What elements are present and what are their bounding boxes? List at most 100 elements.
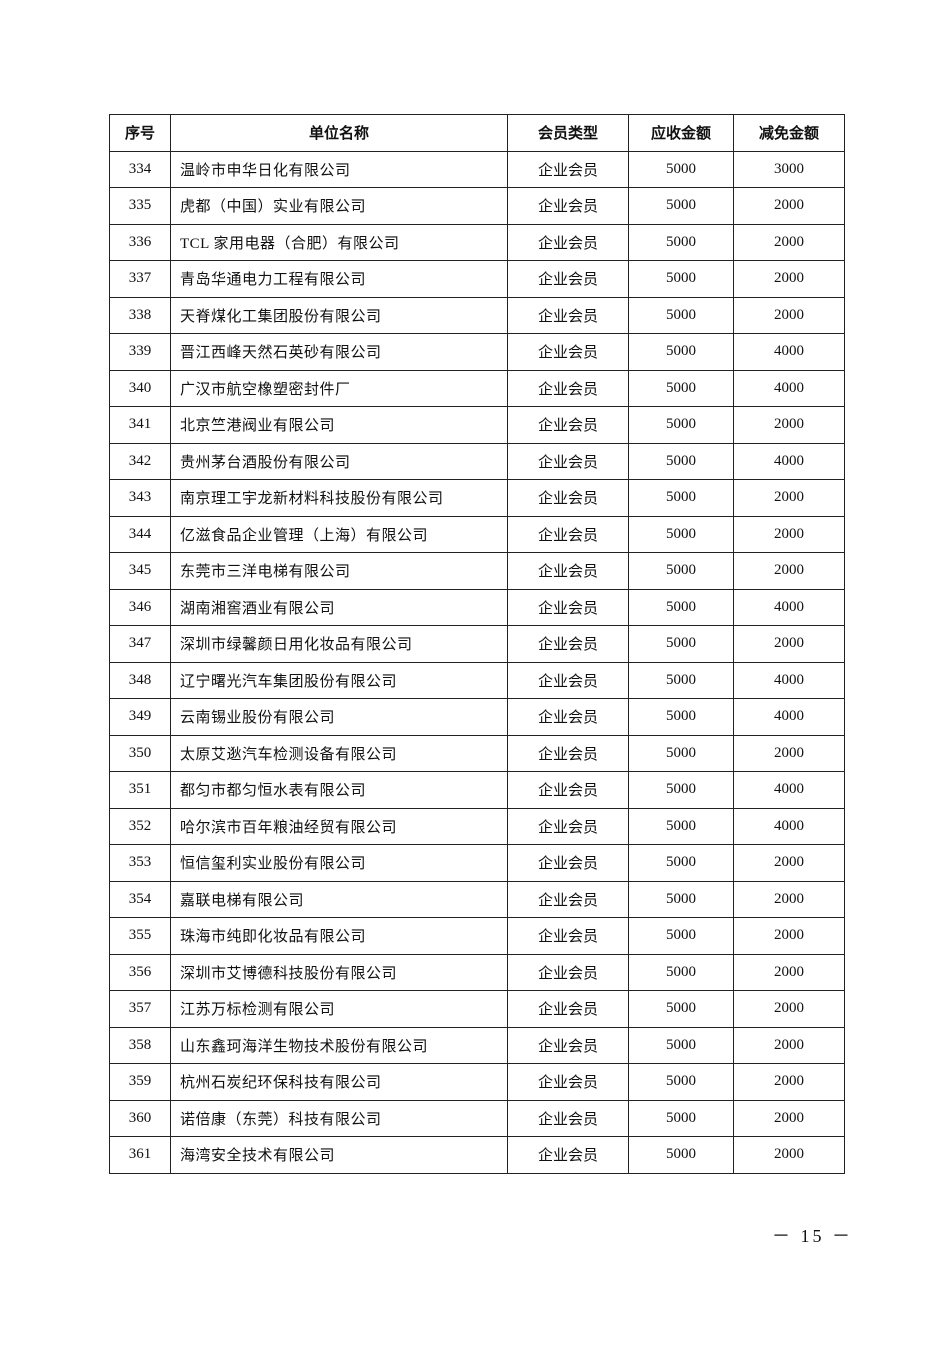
amount-waived-cell: 2000 xyxy=(733,880,845,918)
member-type-cell: 企业会员 xyxy=(507,187,629,225)
unit-name-cell: 南京理工宇龙新材料科技股份有限公司 xyxy=(170,479,508,517)
amount-waived-cell: 2000 xyxy=(733,844,845,882)
amount-waived-cell: 2000 xyxy=(733,223,845,261)
seq-cell: 337 xyxy=(109,260,171,298)
table-row: 335 虎都（中国）实业有限公司 企业会员 5000 2000 xyxy=(109,187,845,225)
amount-waived-cell: 4000 xyxy=(733,698,845,736)
amount-due-cell: 5000 xyxy=(628,1099,734,1137)
member-type-cell: 企业会员 xyxy=(507,479,629,517)
seq-cell: 352 xyxy=(109,807,171,845)
unit-name-cell: 海湾安全技术有限公司 xyxy=(170,1136,508,1174)
amount-waived-cell: 2000 xyxy=(733,1026,845,1064)
table-row: 341 北京竺港阀业有限公司 企业会员 5000 2000 xyxy=(109,406,845,444)
seq-cell: 343 xyxy=(109,479,171,517)
member-type-cell: 企业会员 xyxy=(507,150,629,188)
table-row: 361 海湾安全技术有限公司 企业会员 5000 2000 xyxy=(109,1136,845,1174)
amount-due-cell: 5000 xyxy=(628,880,734,918)
member-type-cell: 企业会员 xyxy=(507,1026,629,1064)
seq-cell: 346 xyxy=(109,588,171,626)
unit-name-cell: 深圳市绿馨颜日用化妆品有限公司 xyxy=(170,625,508,663)
amount-waived-cell: 2000 xyxy=(733,552,845,590)
table-row: 353 恒信玺利实业股份有限公司 企业会员 5000 2000 xyxy=(109,844,845,882)
table-row: 349 云南锡业股份有限公司 企业会员 5000 4000 xyxy=(109,698,845,736)
table-row: 339 晋江西峰天然石英砂有限公司 企业会员 5000 4000 xyxy=(109,333,845,371)
member-type-cell: 企业会员 xyxy=(507,442,629,480)
member-type-cell: 企业会员 xyxy=(507,917,629,955)
member-type-cell: 企业会员 xyxy=(507,771,629,809)
unit-name-cell: 云南锡业股份有限公司 xyxy=(170,698,508,736)
member-type-cell: 企业会员 xyxy=(507,953,629,991)
seq-cell: 361 xyxy=(109,1136,171,1174)
table-row: 354 嘉联电梯有限公司 企业会员 5000 2000 xyxy=(109,880,845,918)
table-row: 351 都匀市都匀恒水表有限公司 企业会员 5000 4000 xyxy=(109,771,845,809)
seq-cell: 334 xyxy=(109,150,171,188)
amount-due-cell: 5000 xyxy=(628,625,734,663)
header-amount-due: 应收金额 xyxy=(628,114,734,152)
table-header-row: 序号 单位名称 会员类型 应收金额 减免金额 xyxy=(109,114,845,152)
member-type-cell: 企业会员 xyxy=(507,515,629,553)
header-amount-waived: 减免金额 xyxy=(733,114,845,152)
member-type-cell: 企业会员 xyxy=(507,223,629,261)
seq-cell: 353 xyxy=(109,844,171,882)
unit-name-cell: 东莞市三洋电梯有限公司 xyxy=(170,552,508,590)
amount-due-cell: 5000 xyxy=(628,150,734,188)
amount-waived-cell: 2000 xyxy=(733,296,845,334)
table-row: 337 青岛华通电力工程有限公司 企业会员 5000 2000 xyxy=(109,260,845,298)
seq-cell: 355 xyxy=(109,917,171,955)
table-row: 356 深圳市艾博德科技股份有限公司 企业会员 5000 2000 xyxy=(109,953,845,991)
seq-cell: 348 xyxy=(109,661,171,699)
amount-due-cell: 5000 xyxy=(628,333,734,371)
seq-cell: 351 xyxy=(109,771,171,809)
seq-cell: 359 xyxy=(109,1063,171,1101)
unit-name-cell: TCL 家用电器（合肥）有限公司 xyxy=(170,223,508,261)
amount-due-cell: 5000 xyxy=(628,661,734,699)
amount-due-cell: 5000 xyxy=(628,187,734,225)
amount-due-cell: 5000 xyxy=(628,807,734,845)
unit-name-cell: 天脊煤化工集团股份有限公司 xyxy=(170,296,508,334)
table-row: 340 广汉市航空橡塑密封件厂 企业会员 5000 4000 xyxy=(109,369,845,407)
amount-due-cell: 5000 xyxy=(628,223,734,261)
member-type-cell: 企业会员 xyxy=(507,1063,629,1101)
amount-waived-cell: 4000 xyxy=(733,771,845,809)
table-row: 355 珠海市纯即化妆品有限公司 企业会员 5000 2000 xyxy=(109,917,845,955)
amount-waived-cell: 2000 xyxy=(733,625,845,663)
amount-due-cell: 5000 xyxy=(628,953,734,991)
amount-due-cell: 5000 xyxy=(628,296,734,334)
seq-cell: 339 xyxy=(109,333,171,371)
unit-name-cell: 湖南湘窖酒业有限公司 xyxy=(170,588,508,626)
header-member-type: 会员类型 xyxy=(507,114,629,152)
amount-waived-cell: 4000 xyxy=(733,807,845,845)
amount-due-cell: 5000 xyxy=(628,734,734,772)
member-type-cell: 企业会员 xyxy=(507,698,629,736)
table-row: 359 杭州石炭纪环保科技有限公司 企业会员 5000 2000 xyxy=(109,1063,845,1101)
amount-waived-cell: 2000 xyxy=(733,406,845,444)
amount-waived-cell: 2000 xyxy=(733,917,845,955)
amount-waived-cell: 2000 xyxy=(733,1099,845,1137)
unit-name-cell: 珠海市纯即化妆品有限公司 xyxy=(170,917,508,955)
amount-due-cell: 5000 xyxy=(628,479,734,517)
unit-name-cell: 嘉联电梯有限公司 xyxy=(170,880,508,918)
amount-waived-cell: 2000 xyxy=(733,515,845,553)
amount-due-cell: 5000 xyxy=(628,588,734,626)
table-body: 334 温岭市申华日化有限公司 企业会员 5000 3000 335 虎都（中国）实业有限公… xyxy=(109,150,845,1174)
member-type-cell: 企业会员 xyxy=(507,333,629,371)
amount-waived-cell: 2000 xyxy=(733,990,845,1028)
table-row: 350 太原艾逖汽车检测设备有限公司 企业会员 5000 2000 xyxy=(109,734,845,772)
amount-waived-cell: 2000 xyxy=(733,1063,845,1101)
member-type-cell: 企业会员 xyxy=(507,1099,629,1137)
unit-name-cell: 恒信玺利实业股份有限公司 xyxy=(170,844,508,882)
unit-name-cell: 深圳市艾博德科技股份有限公司 xyxy=(170,953,508,991)
table-row: 348 辽宁曙光汽车集团股份有限公司 企业会员 5000 4000 xyxy=(109,661,845,699)
unit-name-cell: 太原艾逖汽车检测设备有限公司 xyxy=(170,734,508,772)
amount-due-cell: 5000 xyxy=(628,552,734,590)
amount-waived-cell: 4000 xyxy=(733,333,845,371)
amount-due-cell: 5000 xyxy=(628,515,734,553)
unit-name-cell: 北京竺港阀业有限公司 xyxy=(170,406,508,444)
amount-due-cell: 5000 xyxy=(628,990,734,1028)
seq-cell: 349 xyxy=(109,698,171,736)
member-type-cell: 企业会员 xyxy=(507,406,629,444)
unit-name-cell: 哈尔滨市百年粮油经贸有限公司 xyxy=(170,807,508,845)
unit-name-cell: 晋江西峰天然石英砂有限公司 xyxy=(170,333,508,371)
seq-cell: 356 xyxy=(109,953,171,991)
member-type-cell: 企业会员 xyxy=(507,369,629,407)
